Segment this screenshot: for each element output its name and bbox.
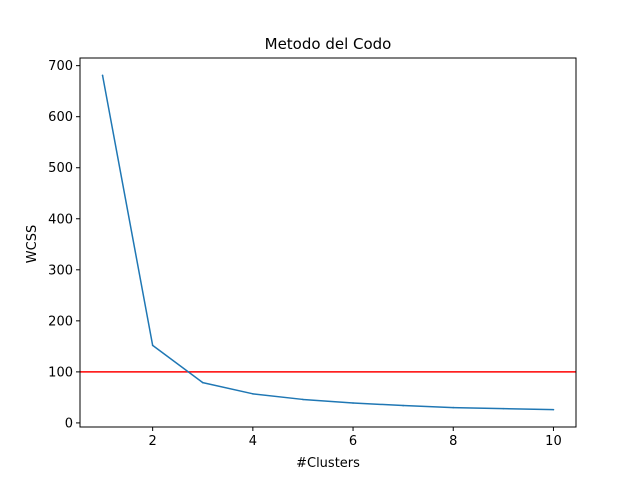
- series-line-0: [101, 75, 554, 411]
- y-tick-label-300: 300: [48, 263, 73, 278]
- y-tick-label-400: 400: [48, 212, 73, 227]
- data-point-10: [552, 408, 555, 411]
- y-tick-label-600: 600: [48, 110, 73, 125]
- x-tick-label-8: 8: [449, 434, 457, 449]
- x-axis-label: #Clusters: [296, 456, 360, 471]
- data-point-6: [352, 402, 354, 404]
- data-point-2: [151, 344, 154, 347]
- data-point-4: [252, 393, 254, 395]
- y-tick-label-200: 200: [48, 314, 73, 329]
- data-point-9: [502, 407, 505, 410]
- x-tick-label-2: 2: [149, 434, 157, 449]
- x-tick-label-4: 4: [249, 434, 257, 449]
- data-point-7: [402, 404, 404, 407]
- y-tick-label-100: 100: [48, 365, 73, 380]
- y-tick-label-500: 500: [48, 161, 73, 176]
- y-axis-label: WCSS: [25, 225, 40, 263]
- y-tick-label-0: 0: [65, 416, 73, 431]
- data-point-1: [101, 74, 104, 77]
- plot-frame: [79, 57, 577, 428]
- y-tick-label-700: 700: [48, 59, 73, 74]
- x-tick-label-6: 6: [349, 434, 357, 449]
- x-tick-label-10: 10: [545, 434, 562, 449]
- data-point-3: [201, 381, 204, 384]
- data-point-8: [452, 406, 455, 409]
- data-point-5: [302, 398, 304, 401]
- chart-title: Metodo del Codo: [265, 35, 392, 53]
